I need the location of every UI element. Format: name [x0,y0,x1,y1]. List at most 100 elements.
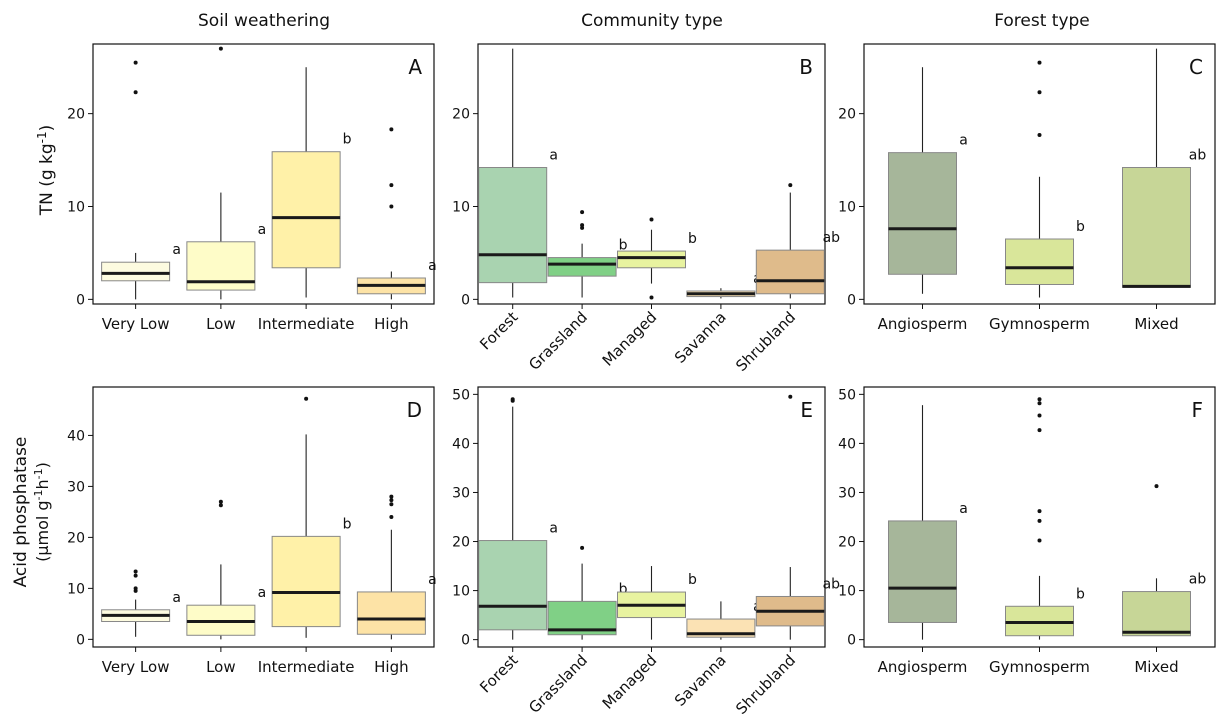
y-tick-label: 20 [452,535,470,551]
y-tick-label: 50 [452,387,470,403]
panel-label: F [1191,398,1203,422]
column-title-soil-weathering: Soil weathering [198,11,330,31]
panel-f: F 0 10 20 30 40 50 a Angiosperm b Gymnosperm ab Mixe… [838,386,1216,676]
box-gymnosperm: b [1005,60,1085,298]
significance-letter: a [428,258,437,274]
outlier-point [1037,428,1042,433]
y-tick-label: 30 [67,479,85,495]
significance-letter: b [688,231,697,247]
significance-letter: a [258,585,267,601]
y-tick-label: 10 [838,200,856,216]
box-body [888,152,957,275]
y-tick-label: 30 [838,485,856,501]
panel-c: C 0 10 20 a Angiosperm b Gymnosperm ab Mixed [838,43,1216,333]
significance-letter: ab [1189,148,1207,164]
box-managed: b [617,217,697,300]
outlier-point [1037,538,1042,543]
x-tick-label: High [374,315,408,333]
panel-e: E 0 10 20 30 40 50 a Forest b Grassland b Managed ab S… [452,386,841,718]
significance-letter: b [343,516,352,532]
x-tick-label: Mixed [1134,658,1178,676]
box-body [271,151,341,269]
panels: A 0 10 20 a Very Low a Low b Intermediate a High B 0 1… [67,43,1216,718]
outlier-point [133,60,138,65]
box-body [478,540,548,631]
y-tick-label: 10 [452,584,470,600]
outlier-point [389,127,394,132]
outlier-point [1037,509,1042,514]
significance-letter: ab [823,576,841,592]
box-gymnosperm: b [1005,397,1085,640]
panel-label: B [799,55,813,79]
outlier-point [218,503,223,508]
box-body [755,249,825,295]
y-tick-label: 0 [76,632,85,648]
y-tick-label: 40 [67,428,85,444]
x-tick-label: Intermediate [258,658,355,676]
outlier-point [133,573,138,578]
outlier-point [389,204,394,209]
outlier-point [788,183,793,188]
panel-frame [92,43,435,305]
y-tick-label: 20 [838,535,856,551]
y-tick-label: 20 [838,107,856,123]
outlier-point [389,515,394,519]
outlier-point [1037,413,1042,418]
y-tick-label: 40 [452,436,470,452]
outlier-point [133,90,138,95]
box-very-low: a [101,60,181,300]
outlier-point [133,569,138,574]
outlier-point [1037,90,1042,95]
box-angiosperm: a [888,67,968,294]
outlier-point [1037,401,1042,406]
outlier-point [133,586,138,591]
x-tick-label: Managed [599,308,661,370]
box-forest: a [478,48,558,298]
x-tick-label: Low [206,315,236,333]
box-low: a [186,46,266,300]
significance-letter: a [172,242,181,258]
box-grassland: b [547,210,628,298]
x-tick-label: High [374,658,408,676]
panel-a: A 0 10 20 a Very Low a Low b Intermediate a High [67,43,437,333]
box-grassland: b [547,545,628,640]
significance-letter: b [1076,586,1085,602]
x-tick-label: Shrubland [732,308,799,375]
significance-letter: b [619,581,628,597]
significance-letter: a [549,148,558,164]
panel-label: E [800,398,813,422]
outlier-point [389,494,394,499]
x-tick-label: Grassland [525,308,591,374]
box-high: a [356,494,437,640]
y-tick-label: 20 [452,107,470,123]
y-tick-label: 30 [452,485,470,501]
outlier-point [580,545,585,550]
box-mixed: ab [1122,484,1206,637]
y-tick-label: 0 [847,633,856,649]
x-tick-label: Managed [599,651,661,713]
significance-letter: a [172,590,181,606]
x-tick-label: Mixed [1134,315,1178,333]
panel-label: A [408,55,422,79]
panel-frame [92,386,435,648]
outlier-point [389,498,394,503]
box-mixed: ab [1122,48,1207,288]
y-tick-label: 0 [461,292,470,308]
outlier-point [1154,484,1159,489]
x-tick-label: Angiosperm [878,315,968,333]
significance-letter: a [959,133,968,149]
column-title-forest-type: Forest type [994,11,1090,31]
y-tick-label: 10 [452,200,470,216]
x-tick-label: Angiosperm [878,658,968,676]
outlier-point [580,225,585,230]
panel-b: B 0 10 20 a Forest b Grassland b Managed ab Savanna… [452,43,840,375]
outlier-point [580,210,585,215]
outlier-point [510,397,515,402]
box-body [1005,238,1074,285]
box-body [1122,167,1191,288]
box-intermediate: b [271,396,352,638]
outlier-point [218,499,223,504]
y-axis-label-acid-phosphatase: Acid phosphatase [11,437,31,588]
box-body [547,257,617,277]
